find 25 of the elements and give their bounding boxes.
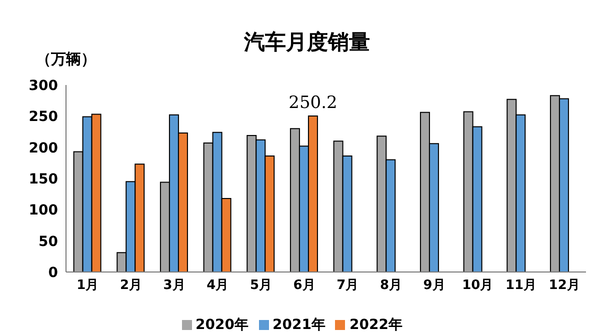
legend-label: 2021年 <box>272 317 326 333</box>
y-tick-label: 250 <box>28 109 58 126</box>
y-tick-label: 150 <box>28 171 58 188</box>
x-tick-label: 9月 <box>423 278 446 294</box>
x-tick-label: 5月 <box>250 278 272 294</box>
legend-label: 2022年 <box>349 317 402 333</box>
y-tick-label: 200 <box>28 140 58 156</box>
x-tick-label: 11月 <box>505 278 537 294</box>
x-tick-label: 6月 <box>293 278 316 294</box>
data-label: 250.2 <box>288 93 338 114</box>
x-tick-label: 4月 <box>206 278 229 294</box>
y-tick-label: 100 <box>28 202 58 219</box>
y-tick-label: 300 <box>28 78 58 94</box>
x-tick-label: 3月 <box>163 278 186 294</box>
x-tick-label: 10月 <box>462 278 494 294</box>
chart-title: 汽车月度销量 <box>244 30 370 54</box>
x-tick-label: 2月 <box>120 278 142 294</box>
y-tick-label: 0 <box>48 264 58 281</box>
x-tick-label: 12月 <box>548 278 580 294</box>
x-tick-label: 1月 <box>76 278 99 294</box>
y-tick-label: 50 <box>38 234 58 250</box>
y-axis-title: （万辆） <box>36 50 96 69</box>
x-tick-label: 8月 <box>380 278 402 294</box>
x-tick-label: 7月 <box>336 278 359 294</box>
legend-label: 2020年 <box>196 317 249 333</box>
